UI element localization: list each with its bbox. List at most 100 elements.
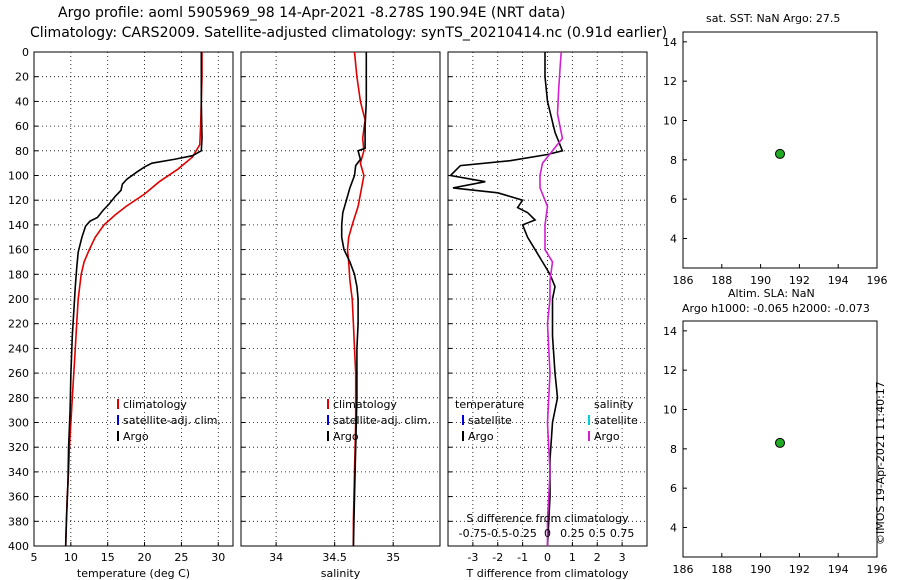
sla-panel-xtick-label: 186 <box>673 563 694 576</box>
depth-tick-label: 400 <box>8 540 29 553</box>
difference-legend-s-argo-label: Argo <box>594 430 620 443</box>
depth-tick-label: 340 <box>8 466 29 479</box>
depth-tick-label: 360 <box>8 491 29 504</box>
sla-panel-ytick-label: 8 <box>670 443 677 456</box>
sla-panel-ytick-label: 14 <box>663 325 677 338</box>
salinity-difference-tick-label: 0.5 <box>589 527 607 540</box>
temperature-climatology-line <box>64 52 203 547</box>
salinity-difference-tick-label: -0.5 <box>487 527 508 540</box>
difference-legend-t-argo-label: Argo <box>468 430 494 443</box>
sla-panel-ytick-label: 10 <box>663 404 677 417</box>
salinity-xtick-label: 35 <box>386 551 400 564</box>
difference-axis-label: T difference from climatology <box>466 567 629 580</box>
salinity-difference-tick-label: -0.75 <box>459 527 487 540</box>
salinity-legend-argo-label: Argo <box>333 430 359 443</box>
sst-panel-xtick-label: 196 <box>867 274 888 287</box>
salinity-legend-satellite-label: satellite-adj. clim. <box>333 414 431 427</box>
salinity-difference-tick-label: 0.75 <box>610 527 635 540</box>
depth-tick-label: 220 <box>8 318 29 331</box>
sla-panel-ytick-label: 6 <box>670 482 677 495</box>
difference-legend-t-satellite-label: satellite <box>468 414 512 427</box>
temperature-xtick-label: 20 <box>138 551 152 564</box>
temperature-legend-argo-label: Argo <box>123 430 149 443</box>
sla-panel-ytick-label: 4 <box>670 522 677 535</box>
difference-legend-temperature-heading: temperature <box>455 398 524 411</box>
sst-panel-frame <box>682 31 878 269</box>
difference-xtick-label: 2 <box>594 551 601 564</box>
sst-panel-ytick-label: 4 <box>670 233 677 246</box>
sla-panel-xtick-label: 188 <box>711 563 732 576</box>
temperature-xtick-label: 15 <box>101 551 115 564</box>
chart-title-line1: Argo profile: aoml 5905969_98 14-Apr-202… <box>58 5 566 21</box>
dynamic-height-title: Argo h1000: -0.065 h2000: -0.073 <box>682 302 870 315</box>
salinity-legend-climatology-label: climatology <box>333 398 397 411</box>
depth-tick-label: 0 <box>22 46 29 59</box>
sla-panel-xtick-label: 194 <box>828 563 849 576</box>
depth-tick-label: 280 <box>8 392 29 405</box>
depth-tick-label: 240 <box>8 342 29 355</box>
salinity-difference-tick-label: -0.25 <box>508 527 536 540</box>
temperature-legend-climatology-label: climatology <box>123 398 187 411</box>
difference-legend-s-satellite-label: satellite <box>594 414 638 427</box>
sst-panel-xtick-label: 188 <box>711 274 732 287</box>
salinity-xtick-label: 34 <box>269 551 283 564</box>
depth-tick-label: 160 <box>8 244 29 257</box>
sla-panel-title: Altim. SLA: NaN <box>728 287 815 300</box>
temperature-legend-satellite-label: satellite-adj. clim. <box>123 414 221 427</box>
depth-tick-label: 140 <box>8 219 29 232</box>
sst-panel-ytick-label: 10 <box>663 115 677 128</box>
temperature-axis-label: temperature (deg C) <box>77 567 190 580</box>
difference-xtick-label: -3 <box>467 551 478 564</box>
temperature-xtick-label: 30 <box>211 551 225 564</box>
difference-legend-salinity-heading: salinity <box>594 398 634 411</box>
sla-panel-xtick-label: 196 <box>867 563 888 576</box>
salinity-climatology-line <box>346 51 366 546</box>
sla-panel-data-point <box>775 437 785 448</box>
salinity-difference-tick-label: 0 <box>544 527 551 540</box>
temperature-panel-frame <box>33 51 234 547</box>
sst-panel-ytick-label: 8 <box>670 154 677 167</box>
salinity-argo-line <box>340 52 368 547</box>
sst-panel-data-point <box>775 148 785 159</box>
sst-panel-title: sat. SST: NaN Argo: 27.5 <box>706 12 841 25</box>
sst-panel-xtick-label: 194 <box>828 274 849 287</box>
difference-xtick-label: 0 <box>544 551 551 564</box>
depth-tick-label: 60 <box>15 120 29 133</box>
depth-tick-label: 40 <box>15 95 29 108</box>
temperature-xtick-label: 10 <box>64 551 78 564</box>
depth-tick-label: 180 <box>8 268 29 281</box>
depth-tick-label: 320 <box>8 441 29 454</box>
salinity-panel-frame <box>240 51 441 547</box>
sla-panel-xtick-label: 190 <box>750 563 771 576</box>
difference-panel-frame <box>447 51 648 547</box>
sst-panel-ytick-label: 6 <box>670 193 677 206</box>
temperature-argo-line <box>64 52 203 547</box>
temperature-xtick-label: 5 <box>31 551 38 564</box>
salinity-difference-tick-label: 0.25 <box>560 527 585 540</box>
sst-panel-xtick-label: 190 <box>750 274 771 287</box>
depth-tick-label: 200 <box>8 293 29 306</box>
depth-tick-label: 20 <box>15 71 29 84</box>
depth-tick-label: 380 <box>8 515 29 528</box>
depth-tick-label: 260 <box>8 367 29 380</box>
salinity-difference-axis-label: S difference from climatology <box>466 512 629 525</box>
difference-xtick-label: 1 <box>569 551 576 564</box>
sst-panel-ytick-label: 12 <box>663 75 677 88</box>
sst-panel-xtick-label: 186 <box>673 274 694 287</box>
difference-salinity-line <box>539 51 564 546</box>
imos-timestamp: ©IMOS 19-Apr-2021 11:40:17 <box>874 381 887 545</box>
temperature-xtick-label: 25 <box>174 551 188 564</box>
depth-tick-label: 80 <box>15 145 29 158</box>
salinity-xtick-label: 34.5 <box>322 551 347 564</box>
sla-panel-ytick-label: 12 <box>663 364 677 377</box>
salinity-axis-label: salinity <box>321 567 361 580</box>
depth-tick-label: 300 <box>8 417 29 430</box>
depth-tick-label: 100 <box>8 170 29 183</box>
sst-panel-xtick-label: 192 <box>789 274 810 287</box>
sla-panel-frame <box>682 320 878 558</box>
sla-panel-xtick-label: 192 <box>789 563 810 576</box>
depth-tick-label: 120 <box>8 194 29 207</box>
difference-xtick-label: -1 <box>517 551 528 564</box>
difference-temperature-line <box>448 52 564 547</box>
